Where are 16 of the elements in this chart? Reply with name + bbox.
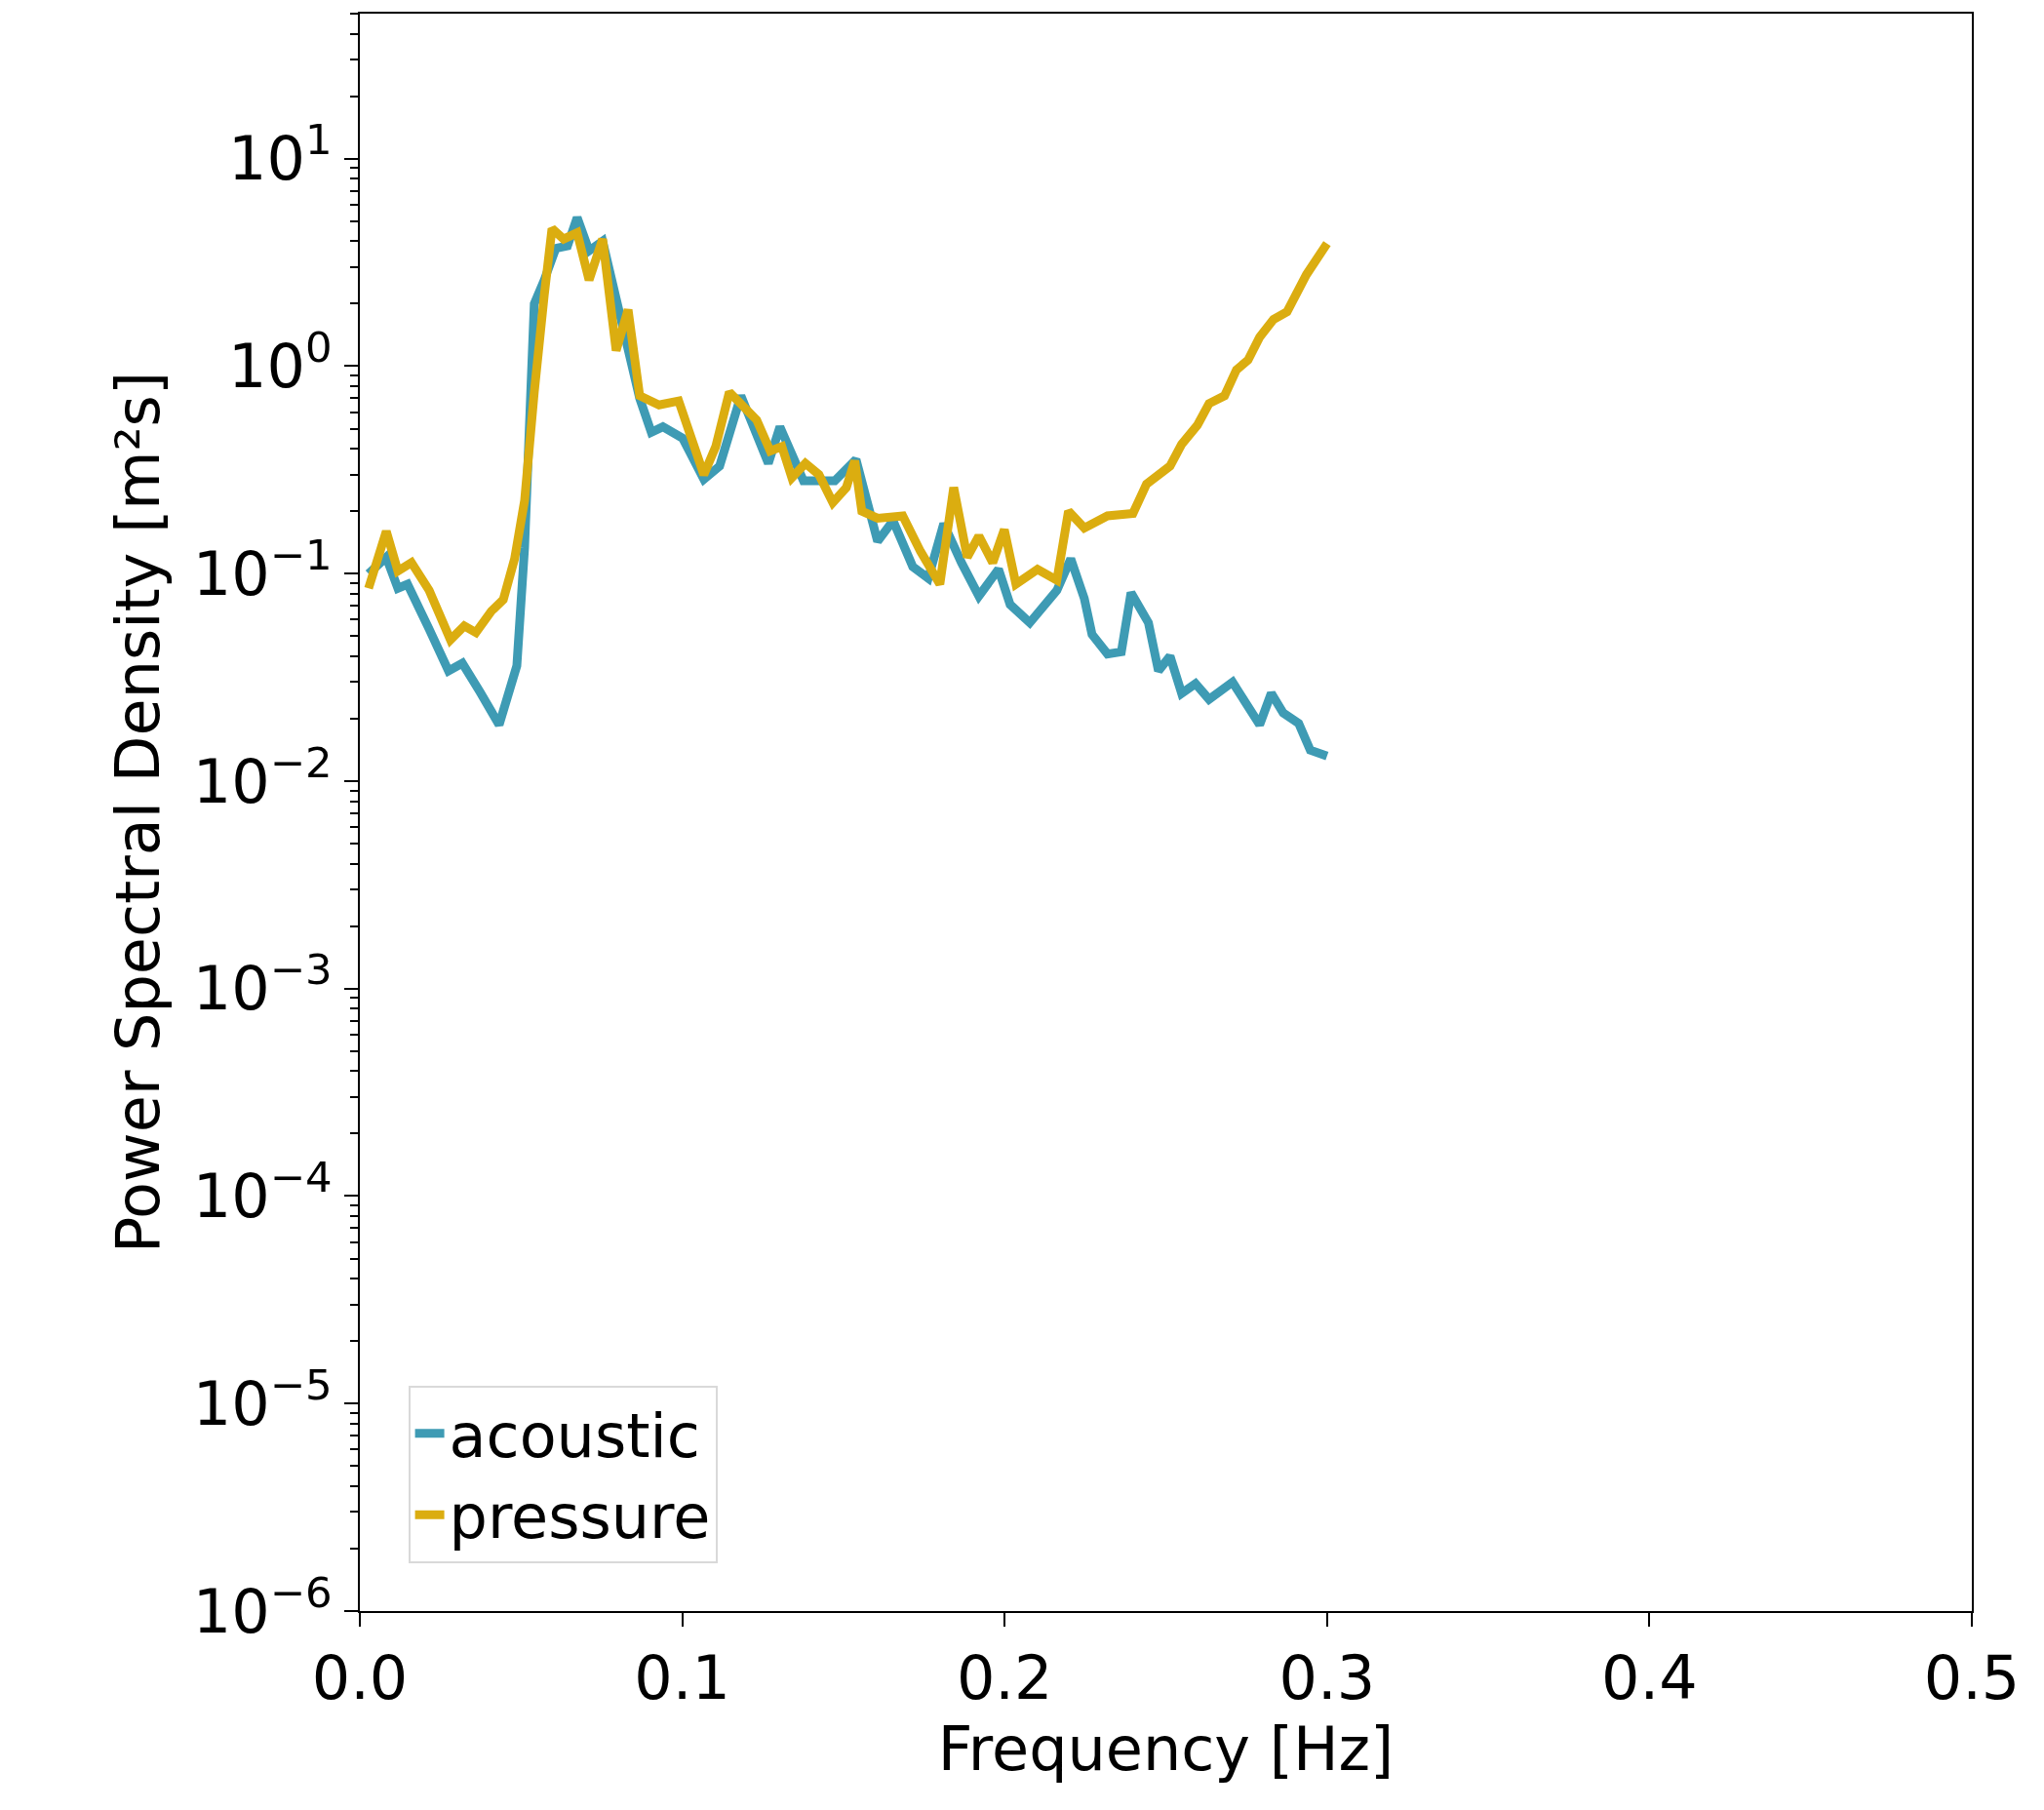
x-tick-label: 0.4 (1601, 1642, 1698, 1714)
legend-label: pressure (449, 1481, 711, 1554)
legend-label: acoustic (449, 1399, 700, 1472)
x-tick-label: 0.5 (1923, 1642, 2021, 1714)
y-axis-title: Power Spectral Density [m²s] (102, 371, 175, 1254)
y-tick-label: 10$^{−3}$ (192, 945, 333, 1025)
x-tick-label: 0.1 (634, 1642, 730, 1714)
y-tick-label: 10$^{−1}$ (192, 530, 333, 610)
x-axis-title: Frequency [Hz] (937, 1713, 1395, 1786)
y-tick-label: 10$^{1}$ (228, 115, 333, 195)
y-tick-label: 10$^{0}$ (228, 323, 333, 403)
x-tick-label: 0.3 (1278, 1642, 1376, 1714)
y-tick-label: 10$^{−4}$ (192, 1153, 333, 1233)
y-tick-label: 10$^{−2}$ (192, 737, 333, 817)
x-tick-label: 0.2 (956, 1642, 1053, 1714)
y-tick-label: 10$^{−5}$ (192, 1359, 333, 1439)
